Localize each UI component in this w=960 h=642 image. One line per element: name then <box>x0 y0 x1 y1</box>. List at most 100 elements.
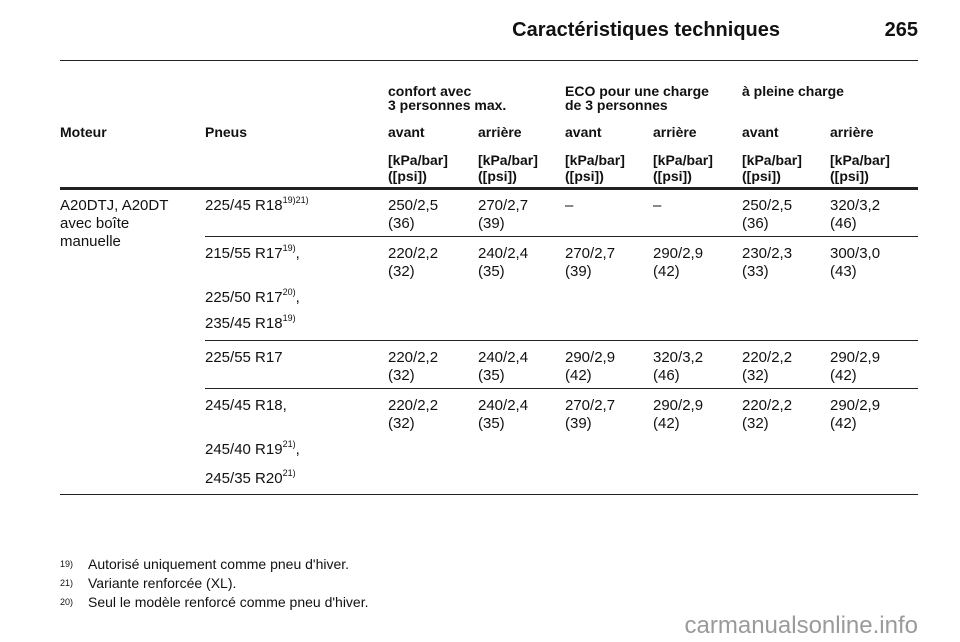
tire-text: 225/45 R18 <box>205 197 283 214</box>
unit: ([psi]) <box>388 168 427 184</box>
pressure: 240/2,4 <box>478 349 529 366</box>
pressure: 250/2,5 <box>742 197 793 214</box>
pressure: (46) <box>830 215 857 232</box>
pressure: (43) <box>830 263 857 280</box>
pressure: 320/3,2 <box>653 349 704 366</box>
rule <box>205 236 918 237</box>
group-header: 3 personnes max. <box>388 97 507 113</box>
tire-size: 245/35 R2021) <box>205 468 296 488</box>
unit: [kPa/bar] <box>388 152 448 168</box>
tire-size: 225/55 R17 <box>205 349 283 367</box>
page-number: 265 <box>884 19 918 41</box>
tire-text: 225/50 R17 <box>205 289 283 306</box>
footnote-mark: 20) <box>60 597 74 607</box>
pressure: 220/2,2 <box>742 397 793 414</box>
pressure: (42) <box>653 415 680 432</box>
pressure: (32) <box>742 415 769 432</box>
column-header: avant <box>388 124 425 140</box>
column-header: Pneus <box>205 124 248 140</box>
pressure: 270/2,7 <box>565 245 616 262</box>
footnote-ref: 21) <box>282 468 296 478</box>
footnote-text: Variante renforcée (XL). <box>88 575 237 591</box>
pressure: (35) <box>478 415 505 432</box>
column-header: avant <box>565 124 602 140</box>
pressure: 300/3,0 <box>830 245 881 262</box>
tire-text: 245/45 R18, <box>205 397 287 414</box>
tire-size: 245/40 R1921), <box>205 439 300 459</box>
watermark: carmanualsonline.info <box>684 612 918 639</box>
pressure: 220/2,2 <box>388 397 439 414</box>
rule <box>205 388 918 389</box>
pressure: 290/2,9 <box>653 397 704 414</box>
unit: [kPa/bar] <box>742 152 802 168</box>
tire-size: 245/45 R18, <box>205 397 287 415</box>
pressure: 240/2,4 <box>478 397 529 414</box>
unit: ([psi]) <box>478 168 517 184</box>
pressure: 240/2,4 <box>478 245 529 262</box>
pressure: 220/2,2 <box>388 245 439 262</box>
page-title: Caractéristiques techniques <box>512 19 780 41</box>
footnote-text: Seul le modèle renforcé comme pneu d'hiv… <box>88 594 369 610</box>
engine: avec boîte <box>60 215 130 232</box>
pressure: (35) <box>478 367 505 384</box>
tire-text: 225/55 R17 <box>205 349 283 366</box>
tire-text: 245/35 R20 <box>205 470 283 487</box>
group-header: de 3 personnes <box>565 97 668 113</box>
pressure: (33) <box>742 263 769 280</box>
pressure: (42) <box>653 263 680 280</box>
tire-text: 245/40 R19 <box>205 441 283 458</box>
pressure: 290/2,9 <box>565 349 616 366</box>
unit: ([psi]) <box>830 168 869 184</box>
rule <box>205 340 918 341</box>
footnote-text: Autorisé uniquement comme pneu d'hiver. <box>88 556 350 572</box>
pressure: 290/2,9 <box>830 349 881 366</box>
unit: [kPa/bar] <box>653 152 713 168</box>
pressure: (32) <box>388 263 415 280</box>
rule <box>60 187 918 190</box>
pressure: – <box>653 197 662 214</box>
pressure: (39) <box>565 415 592 432</box>
group-header: confort avec <box>388 83 472 99</box>
unit: [kPa/bar] <box>830 152 890 168</box>
rule <box>60 494 918 495</box>
pressure: 270/2,7 <box>478 197 529 214</box>
group-header: ECO pour une charge <box>565 83 709 99</box>
group-header: à pleine charge <box>742 83 844 99</box>
pressure: (39) <box>478 215 505 232</box>
pressure: (39) <box>565 263 592 280</box>
footnote-ref: 20) <box>282 287 296 297</box>
pressure: (42) <box>830 367 857 384</box>
footnote-mark: 21) <box>60 578 74 588</box>
engine: A20DTJ, A20DT <box>60 197 169 214</box>
unit: ([psi]) <box>742 168 781 184</box>
pressure: – <box>565 197 574 214</box>
pressure: 290/2,9 <box>653 245 704 262</box>
tire-size: 225/45 R1819)21) <box>205 196 309 215</box>
footnote-ref: 21) <box>282 439 296 449</box>
pressure: (36) <box>388 215 415 232</box>
column-header: avant <box>742 124 779 140</box>
tire-suffix: , <box>295 441 300 458</box>
pressure: (42) <box>565 367 592 384</box>
tire-size: 235/45 R1819) <box>205 313 296 333</box>
tire-text: 215/55 R17 <box>205 245 283 262</box>
tire-size: 225/50 R1720), <box>205 287 300 307</box>
unit: ([psi]) <box>653 168 692 184</box>
tire-suffix: , <box>295 289 300 306</box>
rule <box>60 60 918 61</box>
pressure: 230/2,3 <box>742 245 793 262</box>
tire-text: 235/45 R18 <box>205 315 283 332</box>
footnote-ref: 19) <box>282 313 296 323</box>
tire-suffix: , <box>295 245 300 262</box>
unit: [kPa/bar] <box>565 152 625 168</box>
engine: manuelle <box>60 233 121 250</box>
pressure: (32) <box>742 367 769 384</box>
column-header: arrière <box>653 124 697 140</box>
pressure: 250/2,5 <box>388 197 439 214</box>
pressure: 290/2,9 <box>830 397 881 414</box>
column-header: arrière <box>830 124 874 140</box>
pressure: (32) <box>388 415 415 432</box>
unit: [kPa/bar] <box>478 152 538 168</box>
pressure: (36) <box>742 215 769 232</box>
